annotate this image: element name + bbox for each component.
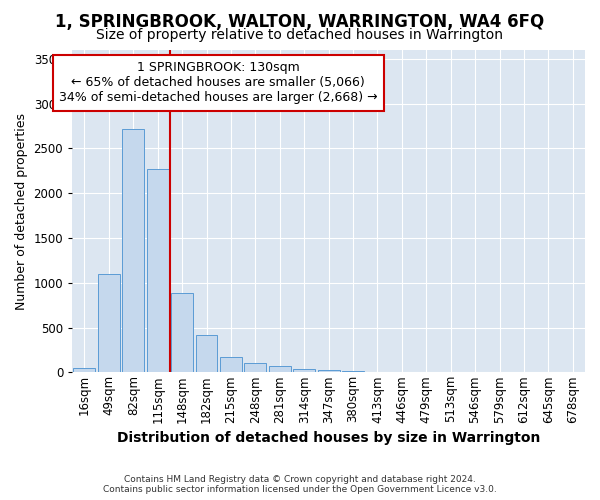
Bar: [73, 368, 95, 372]
Bar: [146, 169, 169, 372]
Bar: [244, 364, 266, 372]
X-axis label: Distribution of detached houses by size in Warrington: Distribution of detached houses by size …: [117, 431, 540, 445]
Bar: [293, 368, 315, 372]
Bar: [220, 356, 242, 372]
Bar: [196, 334, 217, 372]
Text: 1 SPRINGBROOK: 130sqm
← 65% of detached houses are smaller (5,066)
34% of semi-d: 1 SPRINGBROOK: 130sqm ← 65% of detached …: [59, 62, 377, 104]
Bar: [269, 366, 291, 372]
Bar: [317, 370, 340, 372]
Bar: [122, 129, 144, 372]
Text: Size of property relative to detached houses in Warrington: Size of property relative to detached ho…: [97, 28, 503, 42]
Y-axis label: Number of detached properties: Number of detached properties: [15, 112, 28, 310]
Bar: [171, 294, 193, 372]
Text: 1, SPRINGBROOK, WALTON, WARRINGTON, WA4 6FQ: 1, SPRINGBROOK, WALTON, WARRINGTON, WA4 …: [55, 12, 545, 30]
Bar: [342, 371, 364, 372]
Text: Contains HM Land Registry data © Crown copyright and database right 2024.
Contai: Contains HM Land Registry data © Crown c…: [103, 474, 497, 494]
Bar: [98, 274, 120, 372]
